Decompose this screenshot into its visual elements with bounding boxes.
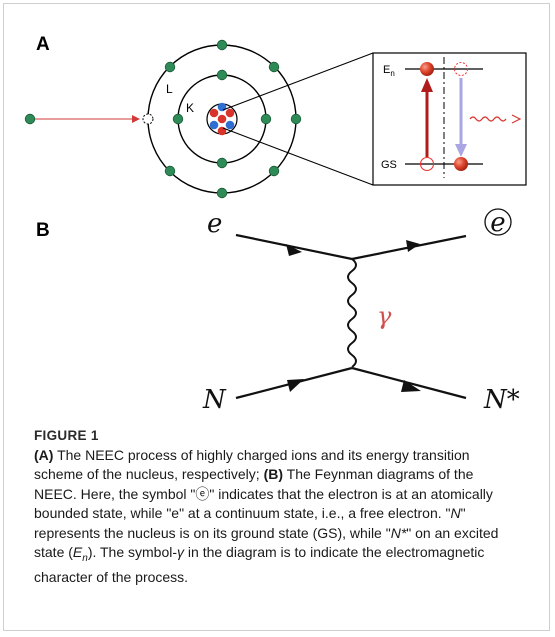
nucleus-symbol: N xyxy=(450,505,461,522)
neutron xyxy=(209,120,219,130)
caption-text: " represents the nucleus is on its groun… xyxy=(34,505,466,541)
electron xyxy=(260,113,272,125)
figure-graphic: A L K xyxy=(24,34,527,415)
outgoing-electron-arrow xyxy=(406,240,420,252)
feynman-diagram: e e γ N N* xyxy=(202,208,520,415)
incoming-electron-arrow xyxy=(286,244,302,256)
panel-a-label: A xyxy=(36,34,50,55)
outgoing-nucleus-arrow xyxy=(401,380,421,392)
photon-propagator xyxy=(347,258,357,368)
caption-panel-a-text: The NEEC process of highly charged ions … xyxy=(34,447,470,483)
ground-nucleus-label: N xyxy=(202,385,227,415)
electron xyxy=(216,39,228,51)
neutron xyxy=(217,102,227,112)
bound-electron-symbol: ⓔ xyxy=(195,485,210,502)
bound-electron-label: e xyxy=(490,208,505,238)
outgoing-nucleus-line xyxy=(351,366,467,400)
free-electron-label: e xyxy=(207,209,222,239)
caption-body: (A) The NEEC process of highly charged i… xyxy=(34,446,520,588)
electron xyxy=(164,165,176,177)
bound-electron-circle xyxy=(484,208,512,236)
electron xyxy=(216,187,228,199)
electron xyxy=(172,113,184,125)
proton xyxy=(209,108,219,118)
incoming-electron-line xyxy=(235,233,353,261)
emitted-photon-arrowhead xyxy=(511,114,522,124)
level-scheme-inset: En GS xyxy=(372,52,527,186)
panel-b-label: B xyxy=(36,220,50,241)
shell-l-label: L xyxy=(166,82,173,96)
nucleus xyxy=(206,102,238,136)
proton xyxy=(217,126,227,136)
emptied-excited-state xyxy=(454,62,468,76)
electron xyxy=(216,69,228,81)
electron xyxy=(216,157,228,169)
gamma-symbol: γ xyxy=(177,544,185,561)
energy-level-subscript: n xyxy=(82,552,88,564)
figure-frame xyxy=(3,3,550,631)
zoom-line-bottom xyxy=(222,127,374,186)
energy-level-symbol: E xyxy=(72,544,83,561)
caption-text: in the diagram is to indicate the electr… xyxy=(34,544,485,586)
zoom-line-top xyxy=(222,52,374,111)
excitation-arrow-head xyxy=(421,78,433,92)
incoming-nucleus-arrow xyxy=(287,379,304,392)
caption-text: ). The symbol- xyxy=(87,544,178,561)
shell-k-label: K xyxy=(186,101,194,115)
emitted-photon-wave xyxy=(469,116,507,122)
electron xyxy=(164,61,176,73)
atom-diagram: L K xyxy=(24,39,302,199)
electron-vacancy xyxy=(142,113,154,125)
caption-text: " on an excited state ( xyxy=(34,524,499,561)
caption-text: The Feynman diagrams of the NEEC. Here, … xyxy=(34,466,474,502)
excited-nucleus-state xyxy=(420,62,434,76)
electron xyxy=(290,113,302,125)
figure-caption: FIGURE 1 (A) The NEEC process of highly … xyxy=(34,428,520,588)
proton xyxy=(225,108,235,118)
proton xyxy=(217,114,227,124)
excited-nucleus-symbol: N* xyxy=(390,524,407,541)
decay-arrow-head xyxy=(455,144,467,157)
ground-state-label: GS xyxy=(381,159,397,171)
emptied-ground-state xyxy=(419,156,435,172)
excited-nucleus-label: N* xyxy=(483,385,520,415)
upper-level-label: En xyxy=(383,64,395,78)
ground-nucleus-state xyxy=(454,157,468,171)
caption-text: " indicates that the electron is at an a… xyxy=(34,485,493,522)
photon-label: γ xyxy=(377,302,392,330)
neutron xyxy=(225,120,235,130)
free-electron xyxy=(24,113,36,125)
electron xyxy=(268,165,280,177)
caption-panel-b-tag: (B) xyxy=(263,466,283,483)
caption-panel-a-tag: (A) xyxy=(34,447,54,463)
electron xyxy=(268,61,280,73)
caption-title: FIGURE 1 xyxy=(34,428,99,443)
